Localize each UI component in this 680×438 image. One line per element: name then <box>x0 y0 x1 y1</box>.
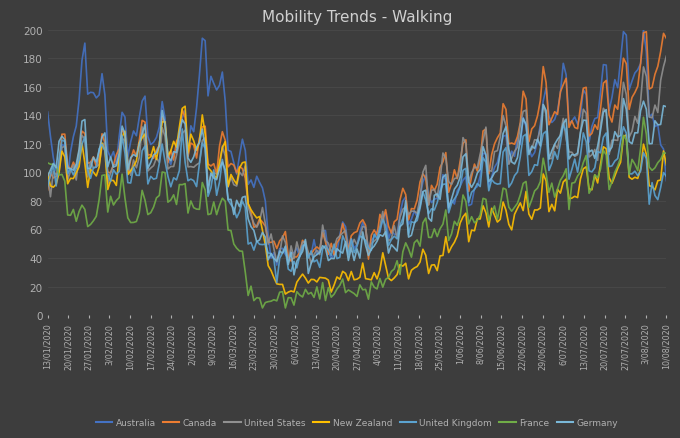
Australia <box>44 110 52 115</box>
Line: Germany: Germany <box>48 99 666 275</box>
Canada <box>230 163 238 168</box>
United Kingdom <box>273 280 281 286</box>
Canada <box>227 162 235 167</box>
United Kingdom <box>230 206 238 212</box>
Australia <box>662 179 670 184</box>
United States <box>662 54 670 60</box>
France <box>181 181 189 187</box>
France <box>218 196 226 201</box>
Australia <box>230 161 238 166</box>
Line: United States: United States <box>48 57 666 264</box>
Canada <box>662 37 670 42</box>
Canada <box>287 259 295 264</box>
Canada <box>256 217 264 222</box>
United States <box>218 144 226 149</box>
France <box>227 228 235 233</box>
Line: Canada: Canada <box>48 32 666 261</box>
Canada <box>559 83 567 88</box>
Germany <box>181 122 189 127</box>
Line: Australia: Australia <box>48 31 666 265</box>
Germany <box>227 197 235 202</box>
United Kingdom <box>227 203 235 208</box>
New Zealand <box>233 182 241 187</box>
Germany <box>230 212 238 218</box>
United States <box>307 261 316 266</box>
United Kingdom <box>218 158 226 163</box>
New Zealand <box>662 163 670 168</box>
Line: France: France <box>48 118 666 308</box>
Australia <box>218 70 226 75</box>
Germany <box>256 238 264 243</box>
United States <box>230 183 238 188</box>
New Zealand <box>230 178 238 183</box>
United Kingdom <box>562 130 571 135</box>
Australia <box>559 62 567 67</box>
United States <box>181 128 189 134</box>
New Zealand <box>184 151 192 156</box>
France <box>256 296 264 301</box>
Germany <box>218 160 226 165</box>
France <box>662 151 670 156</box>
Line: United Kingdom: United Kingdom <box>48 125 666 283</box>
Germany <box>44 174 52 180</box>
Australia <box>256 180 264 186</box>
United Kingdom <box>559 123 567 128</box>
France <box>230 242 238 247</box>
United States <box>256 219 264 225</box>
Line: New Zealand: New Zealand <box>48 107 666 294</box>
New Zealand <box>181 104 189 110</box>
New Zealand <box>44 171 52 176</box>
Germany <box>290 272 298 278</box>
Australia <box>639 28 647 33</box>
United States <box>227 175 235 180</box>
Canada <box>218 130 226 135</box>
France <box>559 174 567 179</box>
Australia <box>227 149 235 155</box>
United Kingdom <box>181 160 189 166</box>
Canada <box>181 116 189 121</box>
United Kingdom <box>256 242 264 247</box>
France <box>258 306 267 311</box>
United States <box>44 173 52 178</box>
Canada <box>643 30 651 35</box>
New Zealand <box>282 292 290 297</box>
Australia <box>181 109 189 114</box>
Germany <box>559 122 567 127</box>
France <box>639 115 647 120</box>
Australia <box>273 263 281 268</box>
New Zealand <box>221 140 229 145</box>
United Kingdom <box>662 174 670 180</box>
United Kingdom <box>44 184 52 189</box>
France <box>44 161 52 166</box>
Canada <box>44 188 52 193</box>
United States <box>559 117 567 122</box>
Legend: Australia, Canada, United States, New Zealand, United Kingdom, France, Germany: Australia, Canada, United States, New Ze… <box>92 414 622 431</box>
Germany <box>662 105 670 110</box>
New Zealand <box>562 177 571 182</box>
Germany <box>619 97 628 102</box>
Title: Mobility Trends - Walking: Mobility Trends - Walking <box>262 11 452 25</box>
New Zealand <box>258 228 267 233</box>
